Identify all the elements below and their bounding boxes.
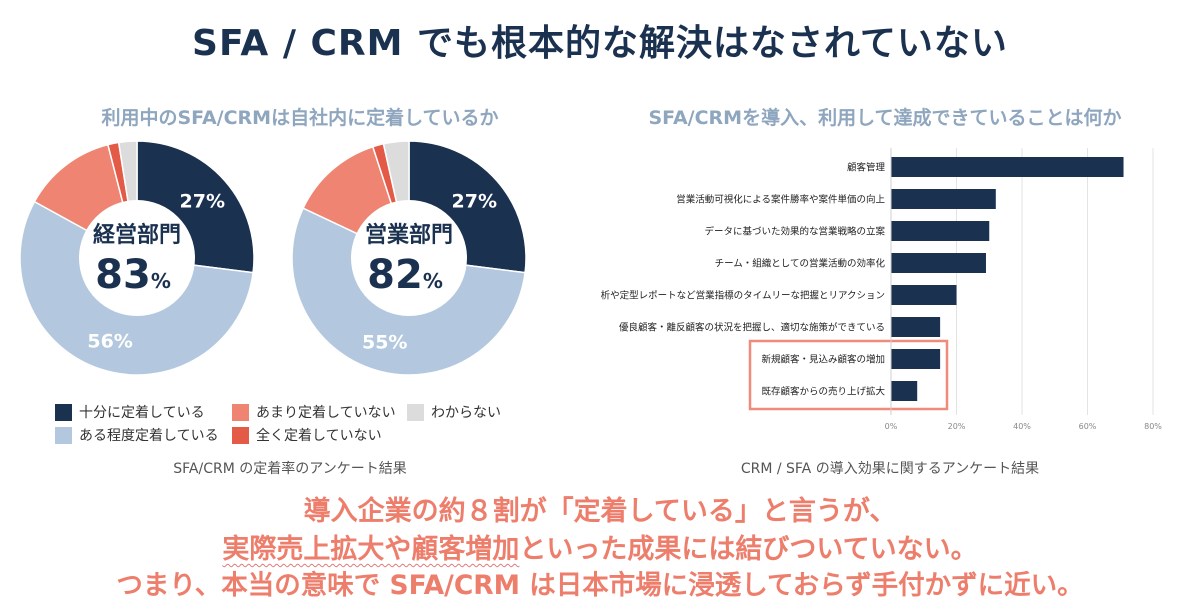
donut-hole bbox=[79, 200, 195, 316]
bar bbox=[891, 285, 957, 305]
donut-slice-label: 55% bbox=[362, 332, 407, 354]
category-label: 営業活動可視化による案件勝率や案件単価の向上 bbox=[676, 194, 885, 206]
donut-center-value: 83% bbox=[95, 252, 171, 298]
legend-swatch bbox=[55, 426, 72, 444]
bar bbox=[891, 381, 918, 401]
bar bbox=[891, 221, 990, 241]
bar bbox=[891, 189, 996, 209]
conclusion-line-1: 導入企業の約８割が「定着している」と言うが、 bbox=[303, 496, 897, 527]
conclusion-line-2: 実際売上拡大や顧客増加といった成果には結びついていない。 bbox=[0, 532, 1200, 567]
conclusion-line-2-rest: といった成果には結びついていない。 bbox=[519, 534, 978, 565]
bar bbox=[891, 253, 986, 273]
category-label: 新規顧客・見込み顧客の増加 bbox=[761, 354, 885, 366]
legend-swatch bbox=[232, 403, 249, 421]
donut-slice-label: 27% bbox=[452, 190, 497, 212]
left-chart-title: 利用中のSFA/CRMは自社内に定着しているか bbox=[101, 107, 499, 129]
left-chart-caption: SFA/CRM の定着率のアンケート結果 bbox=[173, 461, 407, 477]
donut-center-unit: % bbox=[423, 269, 443, 293]
x-tick-label: 60% bbox=[1079, 422, 1097, 431]
legend-item-not-established: 全く定着していない bbox=[232, 425, 382, 445]
legend-item-unknown: わからない bbox=[407, 402, 501, 422]
right-chart-caption: CRM / SFA の導入効果に関するアンケート結果 bbox=[740, 461, 1040, 477]
right-chart-title: SFA/CRMを導入、利用して達成できていることは何か bbox=[648, 107, 1122, 129]
legend-item-not-much-established: あまり定着していない bbox=[232, 402, 396, 422]
x-tick-label: 0% bbox=[885, 422, 898, 431]
bar bbox=[891, 349, 941, 369]
legend-swatch bbox=[232, 426, 249, 444]
category-label: チーム・組織としての営業活動の効率化 bbox=[715, 258, 886, 270]
bar bbox=[891, 157, 1124, 177]
conclusion-line-3: つまり、本当の意味で SFA/CRM は日本市場に浸透しておらず手付かずに近い。 bbox=[116, 570, 1084, 601]
legend-label: ある程度定着している bbox=[79, 428, 219, 444]
legend-swatch bbox=[55, 403, 72, 421]
legend-label: わからない bbox=[431, 405, 501, 421]
donut-slice-label: 56% bbox=[87, 331, 132, 353]
bar-chart: 0% 20% 40% 60% 80% 顧客管理営業活動可視化による案件勝率や案件単価の向上… bbox=[600, 148, 1162, 431]
category-label: 既存顧客からの売り上げ拡大 bbox=[761, 386, 885, 398]
page-title: SFA / CRM でも根本的な解決はなされていない bbox=[192, 23, 1008, 64]
category-label: 顧客管理 bbox=[847, 162, 886, 174]
donut-hole bbox=[351, 200, 467, 316]
legend-label: 全く定着していない bbox=[256, 428, 382, 444]
highlight-box bbox=[748, 339, 949, 411]
legend-swatch bbox=[407, 403, 424, 421]
x-tick-label: 80% bbox=[1144, 422, 1162, 431]
legend-label: 十分に定着している bbox=[79, 405, 205, 421]
category-label: データに基づいた効果的な営業戦略の立案 bbox=[704, 226, 885, 238]
donut-center-label: 経営部門 bbox=[93, 222, 181, 248]
legend-label: あまり定着していない bbox=[256, 405, 396, 421]
donut-center-label: 営業部門 bbox=[365, 222, 453, 248]
legend-item-fully-established: 十分に定着している bbox=[55, 402, 205, 422]
x-tick-label: 20% bbox=[948, 422, 966, 431]
donut-center-unit: % bbox=[151, 269, 171, 293]
donut-slice-label: 27% bbox=[180, 190, 225, 212]
donut-legend: 十分に定着している あまり定着していない わからない ある程度定着している 全く… bbox=[55, 402, 525, 446]
legend-item-somewhat-established: ある程度定着している bbox=[55, 425, 219, 445]
category-label: 分析や定型レポートなど営業指標のタイムリーな把握とリアクション bbox=[600, 290, 885, 302]
bar bbox=[891, 317, 941, 337]
category-label: 優良顧客・離反顧客の状況を把握し、適切な施策ができている bbox=[619, 322, 885, 334]
conclusion-underlined-phrase: 実際売上拡大や顧客増加 bbox=[222, 534, 520, 565]
x-tick-label: 40% bbox=[1013, 422, 1031, 431]
